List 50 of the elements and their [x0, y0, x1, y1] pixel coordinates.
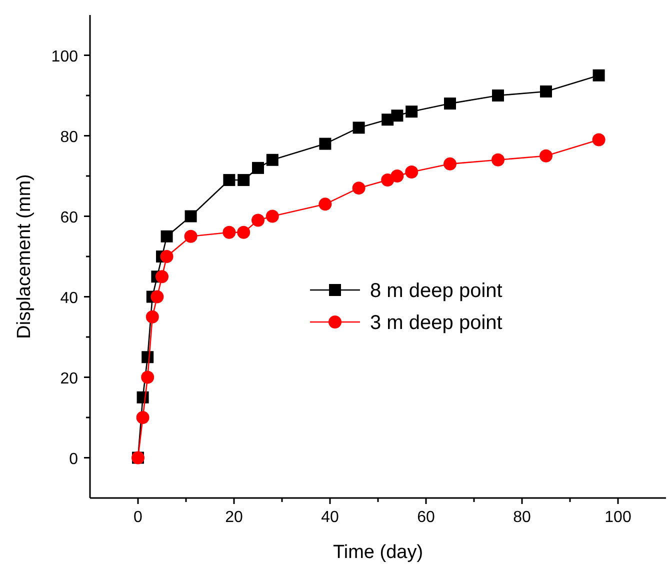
point: [222, 226, 236, 239]
y-tick-label: 20: [60, 370, 78, 388]
point: [266, 210, 279, 223]
point: [444, 157, 456, 170]
point: [540, 149, 552, 162]
y-tick-label: 60: [60, 209, 78, 226]
point: [150, 290, 164, 304]
point: [156, 270, 168, 284]
point: [184, 230, 198, 243]
point: [160, 230, 173, 242]
point: [444, 98, 456, 110]
point: [136, 411, 150, 424]
point: [406, 106, 418, 118]
x-tick-label: 80: [513, 509, 531, 526]
point: [223, 174, 236, 186]
y-tick-label: 0: [69, 450, 78, 468]
x-tick-label: 60: [417, 509, 435, 526]
y-tick-label: 40: [60, 290, 78, 307]
legend-label: 8 m deep point: [370, 280, 503, 302]
point: [352, 182, 366, 195]
point: [266, 154, 278, 166]
point: [381, 174, 394, 187]
y-axis-title: Displacement (mm): [14, 174, 35, 339]
x-tick-label: 0: [134, 509, 143, 526]
point: [146, 310, 159, 324]
x-tick-label: 40: [321, 509, 339, 526]
point: [540, 85, 552, 98]
point: [252, 214, 264, 227]
point: [492, 90, 504, 102]
legend-label: 3 m deep point: [370, 312, 503, 334]
x-axis-title: Time (day): [332, 542, 424, 563]
y-tick-label: 100: [51, 48, 78, 66]
point: [141, 370, 154, 384]
point: [592, 69, 605, 82]
point: [319, 138, 332, 150]
point: [390, 170, 404, 182]
point: [492, 153, 504, 166]
x-tick-label: 100: [604, 509, 632, 526]
point: [405, 165, 418, 178]
point: [391, 110, 404, 122]
y-tick-label: 80: [60, 128, 78, 146]
point: [352, 122, 365, 134]
point: [160, 250, 174, 263]
point: [318, 198, 332, 211]
point: [237, 226, 250, 239]
point: [238, 174, 250, 186]
point: [252, 162, 264, 174]
point: [184, 210, 197, 222]
point: [592, 133, 606, 146]
x-tick-label: 20: [225, 509, 243, 526]
